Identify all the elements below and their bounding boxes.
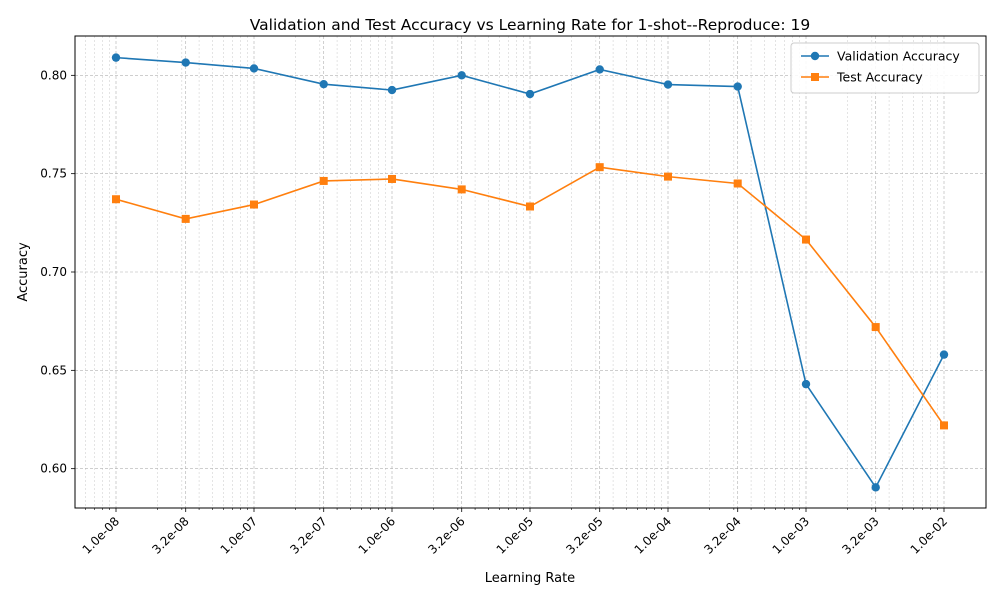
validation-accuracy-point bbox=[733, 82, 742, 91]
y-tick-label: 0.75 bbox=[40, 167, 67, 181]
x-axis-label: Learning Rate bbox=[485, 571, 575, 586]
x-tick-label: 1.0e-05 bbox=[494, 514, 536, 556]
x-axis: 1.0e-08 3.2e-08 1.0e-07 3.2e-07 1.0e-06 3.2e-… bbox=[80, 508, 950, 557]
test-accuracy-point bbox=[457, 185, 466, 194]
test-accuracy-point bbox=[112, 195, 120, 204]
validation-accuracy-point bbox=[249, 64, 259, 73]
test-accuracy-point bbox=[319, 176, 328, 185]
test-accuracy-point bbox=[250, 200, 258, 209]
x-tick-label: 3.2e-08 bbox=[149, 514, 191, 556]
validation-accuracy-point bbox=[457, 71, 466, 80]
x-tick-label: 1.0e-08 bbox=[80, 514, 122, 556]
y-tick-label: 0.60 bbox=[40, 462, 67, 476]
validation-accuracy-point bbox=[663, 80, 673, 89]
test-accuracy-point bbox=[595, 163, 604, 172]
x-tick-label: 1.0e-07 bbox=[218, 514, 260, 556]
validation-accuracy-point bbox=[595, 65, 604, 74]
legend-marker bbox=[811, 73, 819, 81]
validation-accuracy-point bbox=[871, 483, 880, 492]
x-tick-label: 1.0e-03 bbox=[770, 514, 812, 556]
validation-accuracy-point bbox=[939, 350, 949, 359]
x-tick-label: 1.0e-04 bbox=[632, 514, 674, 556]
validation-accuracy-point bbox=[801, 379, 811, 389]
x-tick-label: 3.2e-06 bbox=[425, 514, 467, 556]
test-accuracy-point bbox=[181, 214, 190, 223]
legend-box bbox=[790, 42, 980, 94]
y-axis-label: Accuracy bbox=[16, 242, 31, 302]
x-tick-label: 3.2e-03 bbox=[839, 514, 881, 556]
y-tick-label: 0.65 bbox=[40, 363, 67, 377]
validation-accuracy-point bbox=[111, 53, 121, 62]
legend-label: Validation Accuracy bbox=[837, 49, 960, 64]
grid-lines bbox=[75, 36, 986, 508]
test-accuracy-point bbox=[871, 323, 880, 332]
x-tick-label: 1.0e-02 bbox=[908, 514, 950, 556]
test-accuracy-point bbox=[940, 421, 948, 430]
y-tick-label: 0.80 bbox=[40, 68, 67, 82]
x-tick-label: 3.2e-04 bbox=[701, 514, 743, 556]
legend: Validation Accuracy Test Accuracy bbox=[790, 42, 980, 94]
test-accuracy-point bbox=[802, 235, 810, 244]
validation-accuracy-point bbox=[387, 85, 397, 95]
x-tick-label: 3.2e-05 bbox=[563, 514, 605, 556]
chart-title: Validation and Test Accuracy vs Learning… bbox=[250, 16, 810, 34]
series-layer bbox=[111, 53, 949, 492]
test-accuracy-point bbox=[733, 179, 742, 188]
y-tick-label: 0.70 bbox=[40, 265, 67, 279]
legend-label: Test Accuracy bbox=[836, 70, 923, 85]
y-axis: 0.60 0.65 0.70 0.75 0.80 bbox=[40, 68, 75, 476]
x-tick-label: 1.0e-06 bbox=[356, 514, 398, 556]
test-accuracy-point bbox=[526, 202, 534, 211]
validation-accuracy-point bbox=[181, 58, 190, 67]
legend-marker bbox=[810, 51, 820, 61]
test-accuracy-point bbox=[664, 172, 672, 181]
test-accuracy-point bbox=[388, 174, 396, 183]
validation-accuracy-point bbox=[319, 79, 328, 89]
x-tick-label: 3.2e-07 bbox=[287, 514, 329, 556]
validation-accuracy-point bbox=[525, 89, 535, 99]
